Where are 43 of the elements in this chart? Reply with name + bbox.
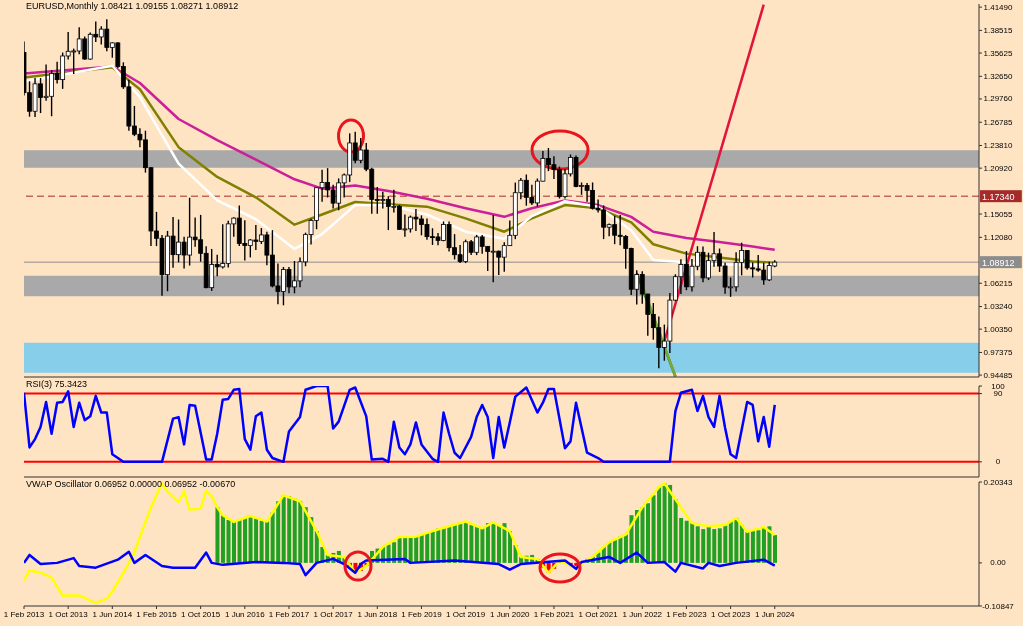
y-tick-label: 90 <box>993 389 1003 399</box>
x-tick-label: 1 Feb 2017 <box>268 609 310 619</box>
y-tick-label: 0 <box>995 457 1001 467</box>
y-tick-label: 1.00350 <box>983 324 1014 334</box>
y-tick-label: 1.41490 <box>983 2 1014 12</box>
x-tick-label: 1 Oct 2021 <box>578 609 619 619</box>
y-tick-label: 0.94485 <box>983 370 1014 380</box>
x-tick-label: 1 Jun 2020 <box>489 609 531 619</box>
y-tick-label: 1.06215 <box>983 278 1014 288</box>
x-tick-label: 1 Oct 2017 <box>313 609 354 619</box>
ref-line-label: 1.17340 <box>982 191 1015 202</box>
y-tick-label: 1.26785 <box>983 117 1014 127</box>
y-tick-label: 1.38515 <box>983 25 1014 35</box>
y-tick-label: -0.10847 <box>982 601 1015 611</box>
chart-title: RSI(3) 75.3423 <box>26 379 88 389</box>
x-tick-label: 1 Feb 2013 <box>3 609 45 619</box>
x-tick-label: 1 Oct 2015 <box>181 609 221 619</box>
x-tick-label: 1 Oct 2013 <box>48 609 89 619</box>
y-tick-label: 1.20920 <box>983 163 1014 173</box>
y-tick-label: 1.12080 <box>983 232 1014 242</box>
y-tick-label: 1.32650 <box>983 71 1014 81</box>
x-tick-label: 1 Jun 2016 <box>225 609 266 619</box>
x-tick-label: 1 Jun 2018 <box>357 609 398 619</box>
y-tick-label: 1.15055 <box>983 209 1014 219</box>
y-tick-label: 0.00 <box>990 558 1007 568</box>
y-tick-label: 0.97375 <box>983 347 1014 357</box>
y-tick-label: 1.29760 <box>983 94 1014 104</box>
y-tick-label: 0.20343 <box>983 477 1014 487</box>
x-tick-label: 1 Feb 2019 <box>401 609 443 619</box>
x-tick-label: 1 Jun 2022 <box>622 609 663 619</box>
x-tick-label: 1 Oct 2023 <box>711 609 751 619</box>
chart-title: EURUSD,Monthly 1.08421 1.09155 1.08271 1.08912 <box>26 1 239 11</box>
y-tick-label: 100 <box>991 381 1006 391</box>
y-tick-label: 1.23810 <box>983 141 1014 151</box>
x-tick-label: 1 Jun 2014 <box>92 609 133 619</box>
ref-line-label: 1.08912 <box>982 257 1015 268</box>
x-tick-label: 1 Oct 2019 <box>446 609 486 619</box>
y-tick-label: 1.03240 <box>983 302 1014 312</box>
x-tick-label: 1 Feb 2023 <box>666 609 708 619</box>
x-tick-label: 1 Feb 2015 <box>136 609 178 619</box>
y-tick-label: 1.35625 <box>983 48 1014 58</box>
x-tick-label: 1 Jun 2024 <box>754 609 796 619</box>
x-tick-label: 1 Feb 2021 <box>533 609 575 619</box>
